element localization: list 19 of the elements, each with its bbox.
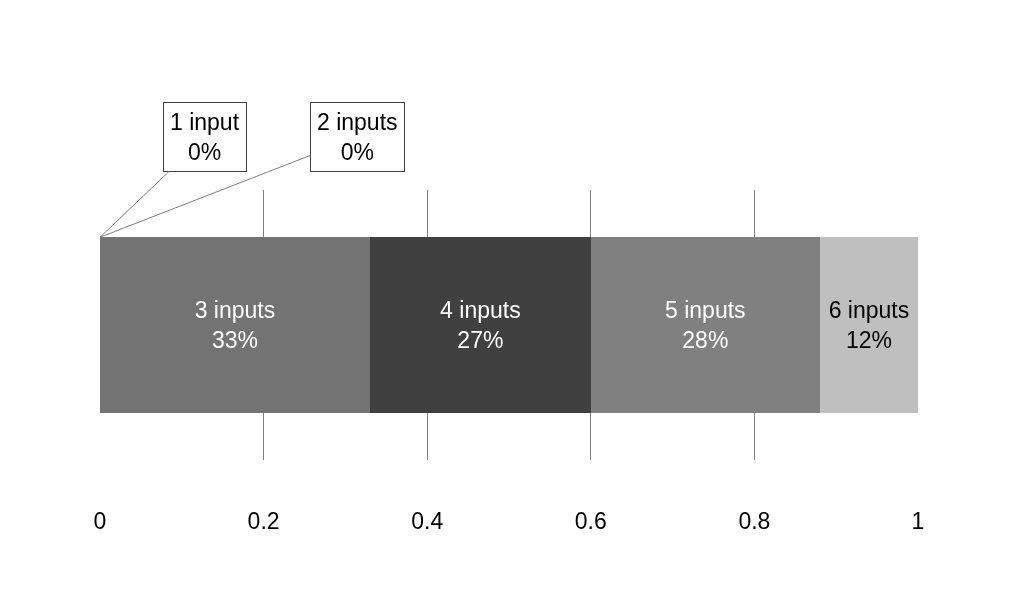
x-tick-label: 1	[911, 508, 925, 534]
text: 2 inputs 0%	[317, 109, 398, 165]
x-tick-label: 0	[93, 508, 107, 534]
x-tick-label: 0.8	[738, 508, 771, 534]
text: 1 input 0%	[170, 109, 240, 165]
series-label: 6 inputs	[828, 297, 910, 324]
data-label: 28%	[682, 326, 729, 353]
series-label: 5 inputs	[665, 297, 746, 324]
x-tick-label: 0.6	[574, 508, 607, 534]
bar	[819, 237, 918, 413]
x-tick-label: 0.2	[247, 508, 280, 534]
series-label: 4 inputs	[440, 297, 521, 324]
data-label: 12%	[845, 326, 892, 353]
bar	[100, 237, 370, 413]
x-tick-label: 0.4	[411, 508, 444, 534]
data-label: 27%	[457, 326, 504, 353]
bar	[369, 237, 591, 413]
series-label: 3 inputs	[194, 297, 276, 324]
data-label: 33%	[211, 326, 258, 353]
